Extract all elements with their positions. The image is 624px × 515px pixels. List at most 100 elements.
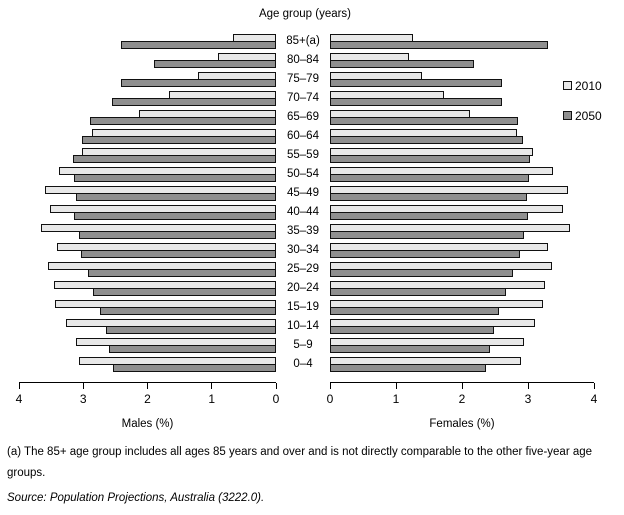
females-2050-bar <box>330 98 502 106</box>
pyramid-row-males <box>19 110 276 129</box>
males-x-axis: 4 3 2 1 0 <box>16 382 279 406</box>
males-2050-bar <box>76 193 276 201</box>
legend-label-2010: 2010 <box>575 78 602 93</box>
pyramid-row-males <box>19 148 276 167</box>
pyramid-row-males <box>19 72 276 91</box>
females-axis-title: Females (%) <box>429 418 495 430</box>
age-group-label: 75–79 <box>287 73 319 85</box>
axis-tick-label: 3 <box>79 392 87 406</box>
age-group-label: 35–39 <box>287 225 319 237</box>
legend: 2010 2050 <box>563 78 602 140</box>
age-group-label: 25–29 <box>287 263 319 275</box>
footnote-text: (a) The 85+ age group includes all ages … <box>7 446 593 479</box>
axis-tick-label: 2 <box>144 392 151 406</box>
pyramid-row-males <box>19 357 276 376</box>
females-2050-bar <box>330 288 507 296</box>
males-2050-bar <box>92 288 276 296</box>
pyramid-row-females <box>330 110 594 129</box>
pyramid-row-females <box>330 53 594 72</box>
chart-title: Age group (years) <box>258 8 352 20</box>
females-2050-bar <box>330 60 474 68</box>
females-2050-bar <box>330 79 502 87</box>
pyramid-row-males <box>19 129 276 148</box>
females-2050-bar <box>330 326 495 334</box>
males-2050-bar <box>120 79 276 87</box>
axis-tick <box>527 383 529 389</box>
pyramid-row-females <box>330 357 594 376</box>
axis-tick <box>395 383 397 389</box>
females-2050-bar <box>330 212 528 220</box>
age-group-label: 50–54 <box>287 168 319 180</box>
males-2050-bar <box>112 364 276 372</box>
females-2050-bar <box>330 174 530 182</box>
axis-tick-label: 1 <box>392 392 400 406</box>
age-group-label: 5–9 <box>293 339 313 351</box>
axis-tick <box>275 383 277 389</box>
males-2050-bar <box>81 136 276 144</box>
pyramid-row-females <box>330 129 594 148</box>
age-group-label: 80–84 <box>287 54 319 66</box>
females-2050-bar <box>330 155 530 163</box>
males-2050-bar <box>121 41 276 49</box>
axis-tick-label: 0 <box>326 392 334 406</box>
males-plot-area <box>19 34 276 376</box>
males-2050-bar <box>90 117 276 125</box>
males-2050-bar <box>81 250 276 258</box>
axis-tick <box>461 383 463 389</box>
males-2050-bar <box>153 60 276 68</box>
axis-tick-label: 4 <box>590 392 598 406</box>
males-axis-title: Males (%) <box>121 418 174 430</box>
males-2050-bar <box>99 307 276 315</box>
axis-tick <box>329 383 331 389</box>
females-plot-area <box>330 34 594 376</box>
males-2050-bar <box>73 174 276 182</box>
females-x-axis: 0 1 2 3 4 <box>327 382 597 406</box>
pyramid-row-females <box>330 338 594 357</box>
legend-swatch-2050 <box>563 111 572 120</box>
pyramid-row-females <box>330 72 594 91</box>
legend-swatch-2010 <box>563 81 572 90</box>
females-2050-bar <box>330 136 523 144</box>
pyramid-row-males <box>19 319 276 338</box>
females-2050-bar <box>330 307 499 315</box>
legend-item-2010: 2010 <box>563 78 602 93</box>
pyramid-row-females <box>330 148 594 167</box>
pyramid-row-females <box>330 262 594 281</box>
pyramid-row-males <box>19 91 276 110</box>
source-text: Source: Population Projections, Australi… <box>7 492 265 504</box>
axis-tick-label: 1 <box>208 392 216 406</box>
age-group-label: 55–59 <box>287 149 319 161</box>
axis-tick-label: 3 <box>524 392 532 406</box>
age-group-label: 85+(a) <box>286 35 320 47</box>
age-group-label: 70–74 <box>287 92 319 104</box>
pyramid-row-males <box>19 167 276 186</box>
females-2050-bar <box>330 231 525 239</box>
males-2050-bar <box>106 326 276 334</box>
pyramid-row-females <box>330 224 594 243</box>
pyramid-row-males <box>19 224 276 243</box>
axis-tick-label: 0 <box>272 392 280 406</box>
pyramid-row-males <box>19 205 276 224</box>
females-2050-bar <box>330 193 527 201</box>
females-2050-bar <box>330 269 513 277</box>
males-2050-bar <box>111 98 276 106</box>
pyramid-row-females <box>330 319 594 338</box>
pyramid-row-males <box>19 338 276 357</box>
age-group-label: 65–69 <box>287 111 319 123</box>
pyramid-row-females <box>330 167 594 186</box>
age-group-label: 10–14 <box>287 320 319 332</box>
axis-tick <box>211 383 213 389</box>
axis-tick-label: 4 <box>15 392 23 406</box>
age-group-label: 45–49 <box>287 187 319 199</box>
pyramid-row-females <box>330 186 594 205</box>
pyramid-row-males <box>19 243 276 262</box>
males-2050-bar <box>79 231 276 239</box>
pyramid-row-females <box>330 91 594 110</box>
axis-tick <box>147 383 148 389</box>
age-group-label: 15–19 <box>287 301 319 313</box>
males-2050-bar <box>108 345 276 353</box>
males-2050-bar <box>73 212 276 220</box>
age-group-label: 20–24 <box>287 282 319 294</box>
females-2050-bar <box>330 250 521 258</box>
pyramid-row-males <box>19 281 276 300</box>
